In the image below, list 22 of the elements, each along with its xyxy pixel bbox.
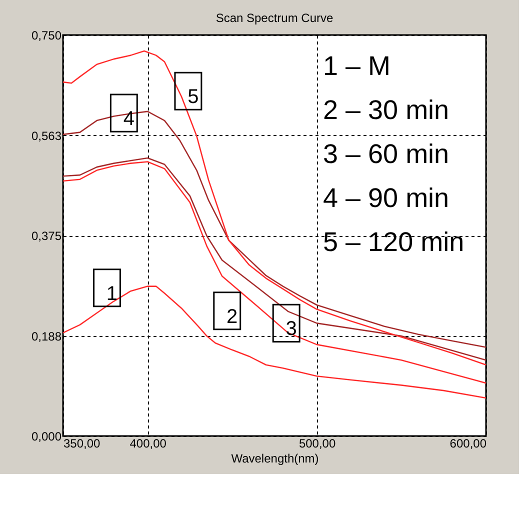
annotation: 1 [106, 282, 118, 305]
y-tick-label: 0,188 [31, 329, 62, 344]
annotation: 2 [226, 306, 238, 328]
x-tick-label: 600,00 [450, 436, 487, 450]
annotation: 4 [123, 108, 134, 130]
annotation: 4 – 90 min [323, 183, 450, 213]
annotation: 5 – 120 min [323, 227, 464, 257]
annotation: 1 – M [323, 51, 391, 81]
annotation: 2 – 30 min [323, 95, 450, 125]
y-tick-label: 0,750 [31, 28, 62, 42]
y-tick-label: 0,563 [31, 128, 62, 143]
x-axis-title: Wavelength(nm) [231, 452, 319, 466]
chart-title: Scan Spectrum Curve [216, 11, 334, 25]
annotation: 5 [188, 86, 199, 108]
x-tick-label: 350,00 [64, 436, 101, 450]
x-tick-label: 500,00 [298, 436, 336, 450]
y-tick-label: 0,375 [31, 229, 62, 243]
annotation: 3 – 60 min [323, 139, 450, 169]
line-series [62, 286, 487, 399]
line-series [62, 50, 487, 366]
y-tick-label: 0,000 [31, 430, 62, 444]
x-tick-label: 400,00 [130, 436, 167, 450]
